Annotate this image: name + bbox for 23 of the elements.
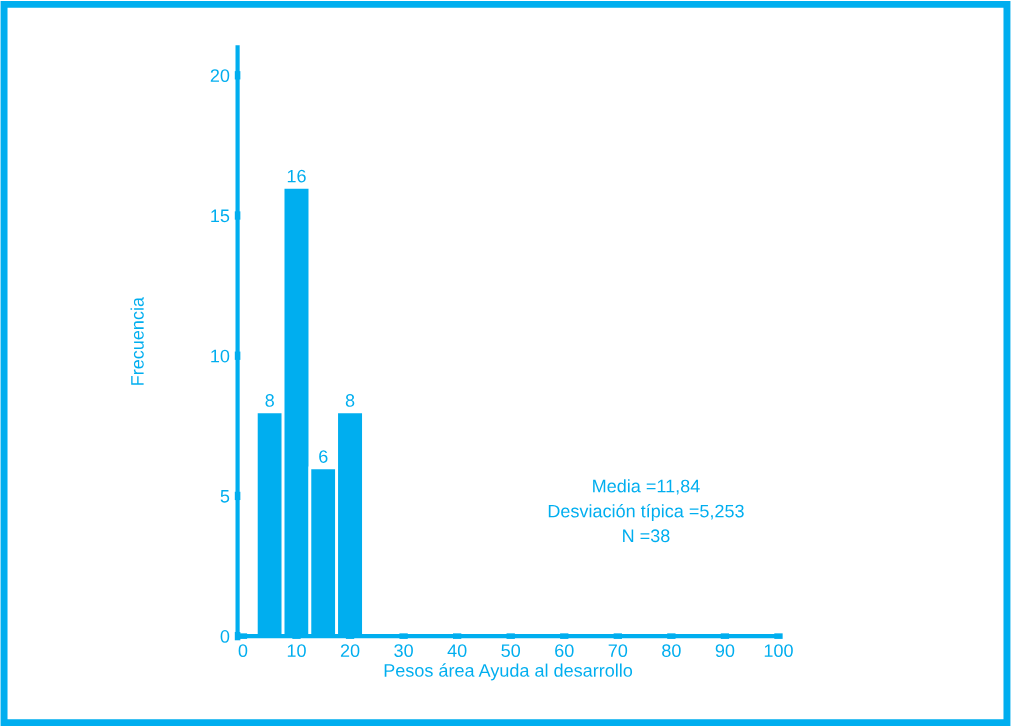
y-tick-label: 5 (220, 490, 230, 503)
x-tick-label: 20 (340, 644, 360, 658)
y-tick-label: 0 (220, 630, 230, 643)
data-label: 8 (265, 394, 274, 407)
y-axis-title: Frecuencia (130, 297, 144, 385)
x-tick-label: 0 (238, 644, 248, 658)
data-label: 16 (287, 169, 306, 183)
x-tick-label: 40 (447, 644, 467, 658)
y-tick-label: 10 (211, 349, 230, 363)
x-tick-label: 90 (715, 644, 735, 658)
x-tick-label: 80 (662, 644, 681, 658)
data-label: 8 (345, 394, 355, 407)
y-tick-label: 15 (211, 209, 230, 223)
x-tick-label: 60 (555, 644, 574, 658)
x-axis-title: Pesos área Ayuda al desarrollo (384, 663, 633, 681)
x-tick-label: 50 (501, 644, 521, 658)
data-label: 6 (319, 450, 328, 463)
annotation: Media =11,84 Desviación típica =5,253 N =38 (548, 479, 744, 543)
y-tick-label: 20 (210, 69, 230, 83)
x-tick-label: 70 (608, 644, 628, 658)
x-tick-label: 100 (764, 644, 793, 658)
x-tick-label: 10 (287, 644, 306, 658)
x-tick-label: 30 (394, 644, 413, 658)
